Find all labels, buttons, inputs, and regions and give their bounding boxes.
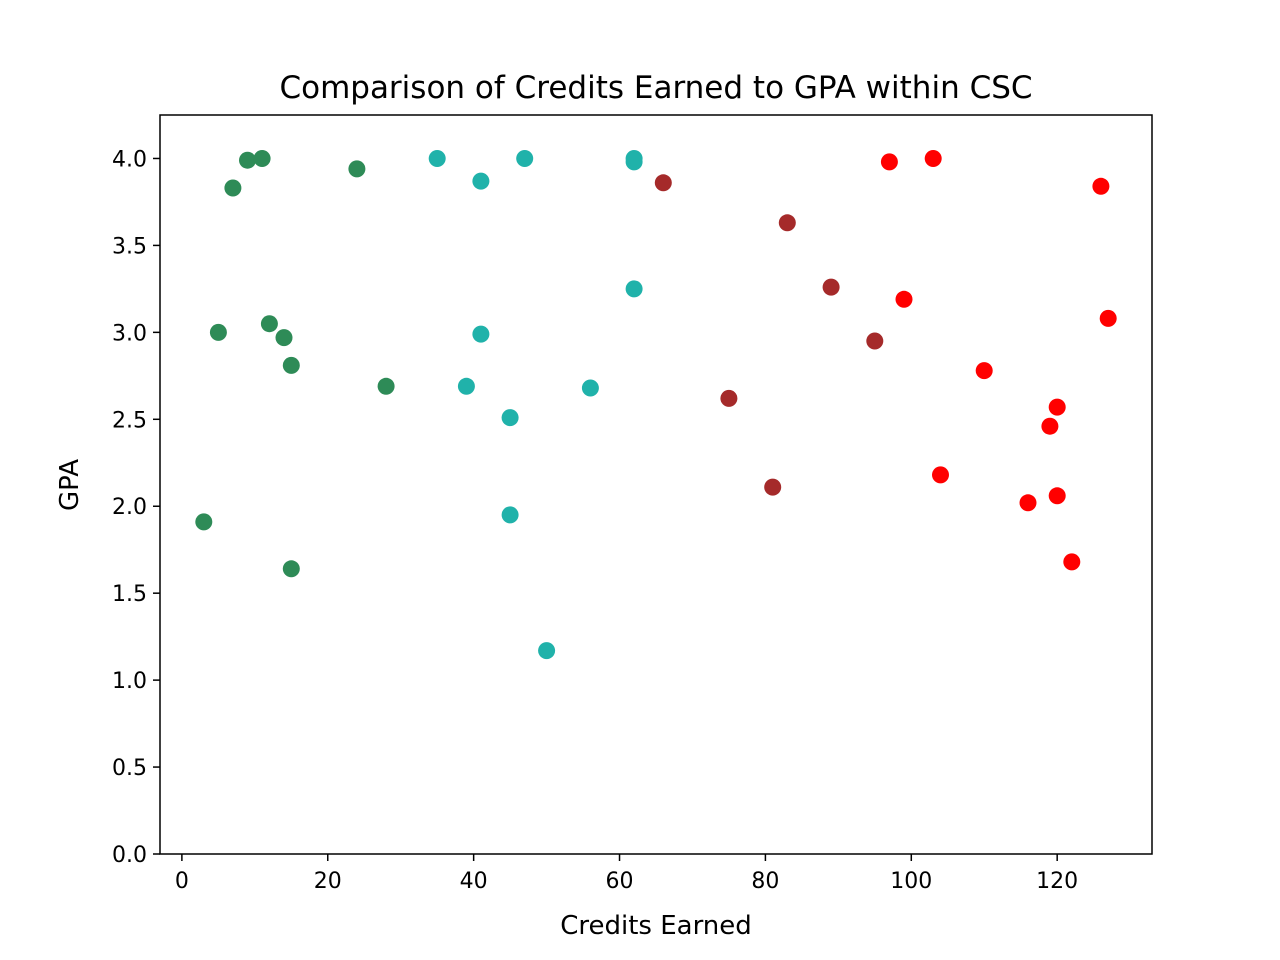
- y-axis-label: GPA: [55, 459, 85, 511]
- y-tick-label-5: 2.5: [112, 408, 147, 433]
- y-tick-label-0: 0.0: [112, 843, 147, 868]
- data-point-s2-2: [764, 478, 782, 496]
- data-point-s0-4: [253, 150, 271, 167]
- data-point-s3-8: [1048, 487, 1066, 505]
- data-point-s0-10: [377, 377, 395, 395]
- data-point-s3-6: [1041, 417, 1059, 435]
- x-tick-label-3: 60: [606, 869, 634, 894]
- data-point-s0-5: [260, 315, 278, 333]
- data-point-s2-3: [778, 214, 796, 232]
- data-point-s3-2: [924, 150, 942, 167]
- data-point-s1-7: [538, 642, 556, 660]
- data-point-s0-8: [282, 560, 300, 578]
- data-point-s3-1: [895, 290, 913, 308]
- data-point-s1-1: [457, 377, 475, 395]
- y-tick-label-6: 3.0: [112, 321, 147, 346]
- data-point-s2-1: [720, 389, 738, 407]
- chart-title: Comparison of Credits Earned to GPA with…: [279, 70, 1032, 106]
- y-tick-label-3: 1.5: [112, 582, 147, 607]
- data-point-s3-0: [880, 153, 898, 171]
- data-point-s0-6: [275, 329, 293, 347]
- data-point-s2-5: [866, 332, 884, 350]
- x-tick-label-5: 100: [890, 869, 932, 894]
- data-point-s1-4: [501, 409, 519, 427]
- data-point-s1-0: [428, 150, 446, 167]
- data-point-s3-11: [1099, 309, 1117, 327]
- data-point-s1-10: [625, 153, 643, 171]
- data-point-s3-10: [1092, 177, 1110, 195]
- data-point-s3-7: [1048, 398, 1066, 416]
- x-axis-label: Credits Earned: [560, 911, 752, 941]
- data-point-s1-8: [581, 379, 599, 397]
- data-point-s0-2: [224, 179, 242, 197]
- data-point-s1-6: [516, 150, 534, 167]
- x-axis-ticks: 0 20 40 60 80 100 120: [175, 854, 1078, 894]
- data-point-s0-3: [239, 151, 256, 169]
- data-point-s0-7: [282, 356, 300, 374]
- data-point-s1-3: [472, 325, 490, 343]
- data-point-s2-4: [822, 278, 840, 296]
- data-point-s3-3: [932, 466, 949, 484]
- y-tick-label-8: 4.0: [112, 147, 147, 172]
- y-tick-label-7: 3.5: [112, 234, 147, 259]
- data-point-s1-5: [501, 506, 519, 524]
- x-tick-label-2: 40: [460, 869, 488, 894]
- y-tick-label-4: 2.0: [112, 495, 147, 520]
- data-point-s0-0: [195, 513, 213, 531]
- x-tick-label-1: 20: [314, 869, 342, 894]
- plot-frame: [159, 114, 1153, 855]
- y-tick-label-1: 0.5: [112, 756, 147, 781]
- data-point-s0-1: [209, 323, 227, 341]
- data-point-s3-5: [1019, 494, 1037, 512]
- data-point-s2-0: [654, 174, 672, 192]
- x-tick-label-0: 0: [175, 869, 189, 894]
- data-point-s1-11: [625, 280, 643, 298]
- y-axis-ticks: 0.0 0.5 1.0 1.5 2.0 2.5 3.0 3.5 4.0: [112, 147, 160, 868]
- y-tick-label-2: 1.0: [112, 669, 147, 694]
- data-point-s3-9: [1063, 553, 1081, 571]
- data-point-s0-9: [348, 160, 366, 178]
- data-point-s3-4: [975, 362, 993, 380]
- data-point-s1-2: [472, 172, 490, 190]
- points-layer: [195, 150, 1117, 660]
- x-tick-label-6: 120: [1036, 869, 1078, 894]
- x-tick-label-4: 80: [751, 869, 779, 894]
